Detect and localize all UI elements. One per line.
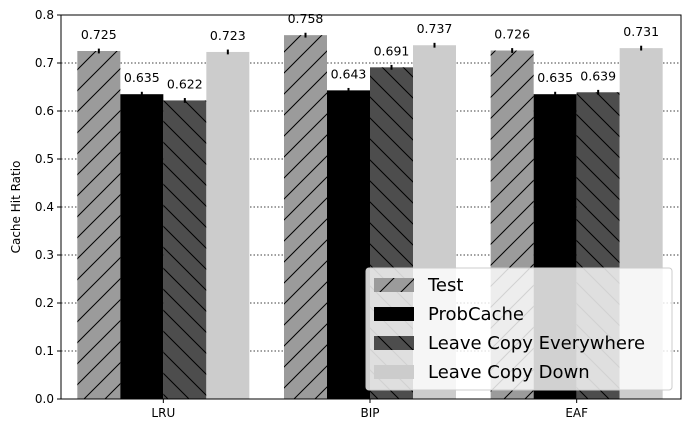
data-label: 0.758 — [288, 11, 324, 26]
data-label: 0.622 — [167, 76, 203, 91]
legend-label: Test — [427, 275, 463, 296]
legend-swatch — [374, 278, 414, 292]
legend-swatch — [374, 336, 414, 350]
x-tick-label: EAF — [565, 406, 588, 420]
y-tick-label: 0.8 — [35, 8, 54, 22]
y-tick-label: 0.0 — [35, 392, 54, 406]
data-label: 0.635 — [124, 70, 160, 85]
data-label: 0.726 — [494, 27, 530, 42]
bar-bip-test — [284, 35, 327, 399]
y-tick-label: 0.1 — [35, 344, 54, 358]
data-label: 0.635 — [537, 70, 573, 85]
y-axis-title: Cache Hit Ratio — [9, 161, 23, 254]
bar-lru-leave-copy-everywhere — [163, 100, 207, 399]
legend-box — [365, 267, 673, 391]
bar-bip-probcache — [327, 90, 370, 400]
bar-lru-test — [77, 51, 121, 399]
legend-label: Leave Copy Down — [428, 362, 590, 383]
legend-swatch — [374, 307, 414, 321]
y-tick-label: 0.6 — [35, 104, 54, 118]
data-label: 0.725 — [81, 27, 117, 42]
y-tick-label: 0.2 — [35, 296, 54, 310]
data-label: 0.723 — [210, 28, 246, 43]
data-label: 0.737 — [417, 21, 453, 36]
legend: Test ProbCache Leave Copy Everywhere Leave … — [365, 267, 673, 391]
data-labels: 0.725 0.635 0.622 0.723 0.758 0.643 0.691 0.737… — [81, 11, 659, 91]
error-bars — [97, 32, 643, 103]
bar-lru-probcache — [120, 94, 164, 399]
y-axis: 0.0 0.1 0.2 0.3 0.4 0.5 0.6 0.7 0.8 — [35, 8, 61, 406]
data-label: 0.691 — [374, 43, 410, 58]
y-tick-label: 0.4 — [35, 200, 54, 214]
legend-label: Leave Copy Everywhere — [428, 333, 645, 354]
y-tick-label: 0.5 — [35, 152, 54, 166]
y-tick-label: 0.7 — [35, 56, 54, 70]
data-label: 0.731 — [623, 24, 659, 39]
data-label: 0.643 — [331, 66, 367, 81]
legend-swatch — [374, 365, 414, 379]
y-tick-label: 0.3 — [35, 248, 54, 262]
x-axis: LRU BIP EAF — [151, 399, 588, 420]
legend-label: ProbCache — [428, 304, 524, 325]
bar-lru-leave-copy-down — [206, 51, 250, 400]
x-tick-label: BIP — [360, 406, 379, 420]
data-label: 0.639 — [580, 68, 616, 83]
x-tick-label: LRU — [151, 406, 175, 420]
